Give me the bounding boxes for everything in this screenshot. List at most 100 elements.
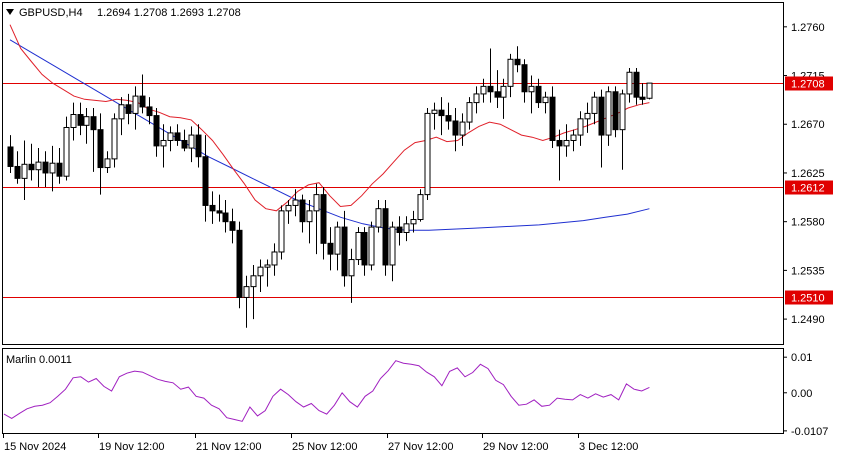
candle-body (473, 93, 480, 104)
candle-body (167, 132, 174, 141)
candle (125, 93, 132, 125)
candle (90, 108, 97, 172)
candle (445, 102, 452, 130)
candle (118, 97, 125, 136)
candle-body (257, 266, 264, 277)
candle (146, 97, 153, 125)
level-badge-label: 1.2708 (791, 79, 825, 91)
candle-body (480, 85, 487, 95)
candle-body (563, 139, 570, 147)
candle-body (174, 132, 181, 141)
candle (83, 108, 90, 144)
candle-body (348, 259, 355, 277)
candle (236, 221, 243, 309)
candle (410, 210, 417, 233)
fast-ma-line (9, 24, 650, 212)
candle-body (90, 116, 97, 131)
candle (375, 200, 382, 233)
symbol-label: GBPUSD,H4 (19, 7, 83, 19)
candle (167, 126, 174, 152)
time-tick-label: 21 Nov 12:00 (196, 441, 261, 453)
candle-body (229, 221, 236, 231)
candle-body (153, 115, 160, 147)
candle-body (605, 91, 612, 136)
candle-body (139, 95, 146, 108)
candle (507, 53, 514, 98)
candle (403, 216, 410, 242)
candle-body (528, 85, 535, 93)
candle-body (445, 115, 452, 122)
candle-body (271, 251, 278, 266)
candle-body (104, 158, 111, 169)
candle-body (507, 58, 514, 87)
marlin-path (3, 360, 650, 422)
candle-body (306, 210, 313, 223)
candle (528, 75, 535, 114)
candle-body (382, 208, 389, 266)
time-tick-label: 19 Nov 12:00 (99, 441, 164, 453)
candle-body (160, 139, 167, 147)
level-lines (3, 83, 783, 298)
candle (549, 86, 556, 149)
candle (459, 113, 466, 146)
candle-body (299, 199, 306, 223)
candle-body (327, 242, 334, 255)
candle-body (633, 71, 640, 98)
candle (264, 259, 271, 287)
candle (250, 264, 257, 320)
candle-body (598, 96, 605, 136)
candle-body (236, 229, 243, 298)
candle-body (500, 85, 507, 98)
candle-body (202, 156, 209, 206)
candle-body (132, 95, 139, 114)
candle-body (459, 121, 466, 136)
candle (633, 67, 640, 105)
candle (202, 135, 209, 222)
time-tick-label: 27 Nov 12:00 (388, 441, 453, 453)
candle (584, 102, 591, 133)
candle (229, 208, 236, 244)
candle (63, 116, 70, 181)
time-tick-label: 3 Dec 12:00 (579, 441, 638, 453)
candle-body (431, 109, 438, 114)
candle-body (494, 91, 501, 98)
level-badge-label: 1.2612 (791, 183, 825, 195)
candle-body (514, 58, 521, 66)
candle-body (361, 231, 368, 266)
candle (542, 91, 549, 114)
candle-body (570, 134, 577, 141)
candle (389, 221, 396, 282)
candle (299, 194, 306, 233)
candle-body (396, 226, 403, 233)
candle (271, 243, 278, 276)
candle (160, 124, 167, 168)
candle-body (63, 126, 70, 177)
candle-body (619, 93, 626, 131)
candle-body (626, 71, 633, 95)
candle-body (591, 96, 598, 114)
price-tick-label: 1.2535 (791, 265, 825, 277)
candle (292, 189, 299, 217)
candle-body (97, 129, 104, 169)
candle-body (222, 212, 229, 223)
candle (70, 102, 77, 141)
time-tick-label: 29 Nov 12:00 (483, 441, 548, 453)
collapse-triangle-icon[interactable] (6, 9, 14, 15)
candle (570, 129, 577, 152)
candle-body (243, 286, 250, 298)
candle (56, 148, 63, 184)
candle (424, 108, 431, 201)
slow-ma-line (9, 39, 650, 231)
candle-body (355, 231, 362, 261)
candle-body (549, 96, 556, 141)
candle (521, 59, 528, 103)
candle-body (56, 162, 63, 177)
candle-body (209, 204, 216, 212)
candle-body (542, 96, 549, 104)
indicator-tick-label: 0.00 (791, 388, 812, 400)
candle (639, 83, 646, 105)
candle-body (612, 91, 619, 131)
candle-body (250, 275, 257, 288)
candle (97, 113, 104, 195)
candle (21, 140, 28, 201)
